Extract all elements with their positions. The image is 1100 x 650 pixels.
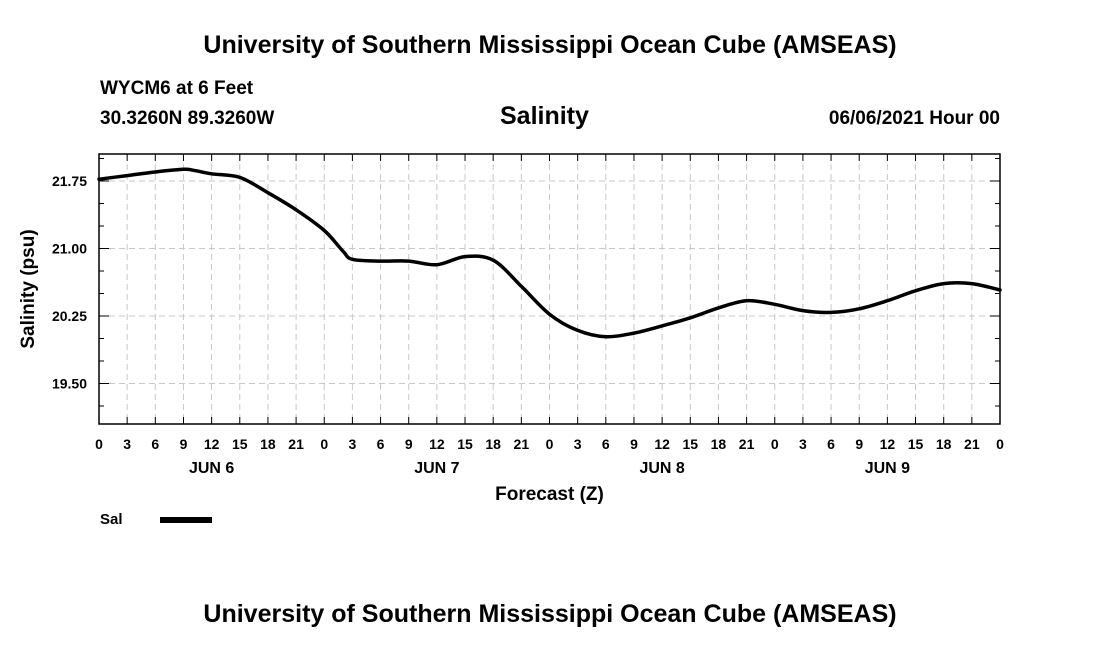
salinity-series-line <box>97 167 1002 339</box>
x-tick-label: 12 <box>880 436 896 452</box>
y-tick-label: 20.25 <box>52 308 87 324</box>
x-tick-label: 9 <box>630 436 638 452</box>
x-tick-label: 18 <box>260 436 276 452</box>
chart-title: Salinity <box>500 102 589 130</box>
x-tick-label: 9 <box>180 436 188 452</box>
x-tick-label: 12 <box>429 436 445 452</box>
plot-frame <box>98 153 1001 425</box>
x-tick-label: 21 <box>514 436 530 452</box>
station-label: WYCM6 at 6 Feet <box>100 78 254 99</box>
day-label: JUN 7 <box>414 460 459 477</box>
station-coordinates: 30.3260N 89.3260W <box>100 108 275 129</box>
x-tick-label: 0 <box>546 436 554 452</box>
x-axis-label: Forecast (Z) <box>495 484 604 505</box>
y-tick-label: 19.50 <box>52 376 87 392</box>
x-tick-label: 0 <box>996 436 1004 452</box>
x-tick-label: 15 <box>457 436 473 452</box>
x-tick-label: 0 <box>320 436 328 452</box>
forecast-datetime: 06/06/2021 Hour 00 <box>828 108 1000 129</box>
x-tick-label: 18 <box>485 436 501 452</box>
legend-label: Sal <box>100 511 123 528</box>
x-tick-label: 3 <box>799 436 807 452</box>
x-tick-label: 6 <box>377 436 385 452</box>
x-tick-label: 0 <box>95 436 103 452</box>
x-tick-label: 18 <box>936 436 952 452</box>
x-tick-label: 18 <box>711 436 727 452</box>
x-tick-label: 12 <box>204 436 220 452</box>
chart-header-title: University of Southern Mississippi Ocean… <box>203 31 897 59</box>
x-tick-label: 15 <box>908 436 924 452</box>
x-tick-label: 0 <box>771 436 779 452</box>
day-label: JUN 8 <box>639 460 684 477</box>
x-tick-label: 6 <box>602 436 610 452</box>
x-tick-label: 21 <box>288 436 304 452</box>
x-tick-label: 21 <box>964 436 980 452</box>
x-tick-label: 9 <box>855 436 863 452</box>
x-tick-label: 9 <box>405 436 413 452</box>
chart-footer-title: University of Southern Mississippi Ocean… <box>203 600 897 628</box>
y-axis-label: Salinity (psu) <box>18 229 39 348</box>
y-tick-label: 21.75 <box>52 173 87 189</box>
x-tick-label: 15 <box>232 436 248 452</box>
x-tick-label: 15 <box>682 436 698 452</box>
day-label: JUN 6 <box>189 460 234 477</box>
x-tick-label: 3 <box>123 436 131 452</box>
legend-line-swatch <box>160 517 212 523</box>
day-label: JUN 9 <box>865 460 910 477</box>
y-tick-label: 21.00 <box>52 241 87 257</box>
x-tick-label: 6 <box>827 436 835 452</box>
x-tick-label: 3 <box>574 436 582 452</box>
x-tick-label: 21 <box>739 436 755 452</box>
x-tick-label: 12 <box>654 436 670 452</box>
x-tick-label: 6 <box>151 436 159 452</box>
x-tick-label: 3 <box>349 436 357 452</box>
